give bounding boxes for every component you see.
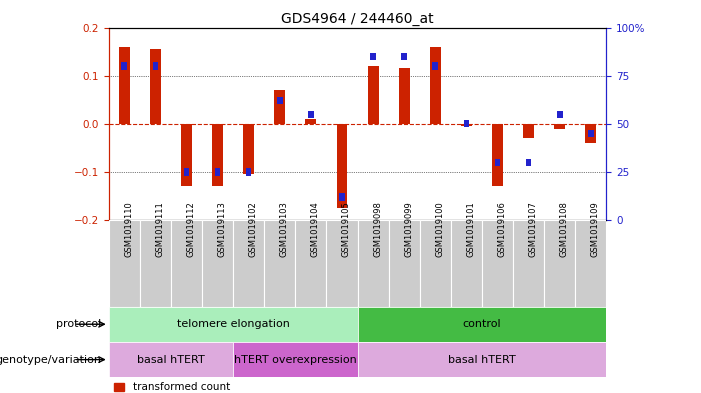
- Text: GSM1019102: GSM1019102: [249, 201, 258, 257]
- Bar: [554, 124, 565, 129]
- Bar: [139, 220, 171, 307]
- Bar: [184, 168, 189, 176]
- Bar: [264, 220, 295, 307]
- Text: GSM1019110: GSM1019110: [124, 201, 133, 257]
- Bar: [461, 124, 472, 126]
- Bar: [451, 220, 482, 307]
- Bar: [295, 220, 327, 307]
- Bar: [576, 220, 606, 307]
- Bar: [308, 110, 313, 118]
- Legend: transformed count, percentile rank within the sample: transformed count, percentile rank withi…: [114, 382, 308, 393]
- Bar: [336, 124, 348, 208]
- Text: GSM1019098: GSM1019098: [373, 201, 382, 257]
- Bar: [109, 307, 358, 342]
- Bar: [181, 124, 192, 186]
- Bar: [495, 159, 501, 166]
- Text: GSM1019105: GSM1019105: [342, 201, 351, 257]
- Bar: [274, 90, 285, 124]
- Bar: [585, 124, 597, 143]
- Bar: [171, 220, 202, 307]
- Text: GSM1019112: GSM1019112: [186, 201, 196, 257]
- Bar: [513, 220, 544, 307]
- Bar: [121, 62, 127, 70]
- Text: GSM1019104: GSM1019104: [311, 201, 320, 257]
- Bar: [306, 119, 316, 124]
- Text: basal hTERT: basal hTERT: [137, 354, 205, 365]
- Bar: [367, 66, 379, 124]
- Bar: [118, 47, 130, 124]
- Bar: [544, 220, 576, 307]
- Text: GSM1019109: GSM1019109: [591, 201, 600, 257]
- Text: basal hTERT: basal hTERT: [448, 354, 516, 365]
- Text: control: control: [463, 319, 501, 329]
- Bar: [433, 62, 438, 70]
- Bar: [430, 47, 441, 124]
- Text: GSM1019111: GSM1019111: [156, 201, 164, 257]
- Text: GSM1019113: GSM1019113: [217, 201, 226, 257]
- Bar: [557, 110, 562, 118]
- Bar: [523, 124, 534, 138]
- Text: GSM1019100: GSM1019100: [435, 201, 444, 257]
- Text: GSM1019107: GSM1019107: [529, 201, 538, 257]
- Text: telomere elongation: telomere elongation: [177, 319, 290, 329]
- Bar: [109, 342, 233, 377]
- Bar: [153, 62, 158, 70]
- Bar: [233, 342, 358, 377]
- Text: GSM1019108: GSM1019108: [559, 201, 569, 257]
- Bar: [215, 168, 220, 176]
- Text: GSM1019101: GSM1019101: [466, 201, 475, 257]
- Bar: [202, 220, 233, 307]
- Bar: [150, 49, 161, 124]
- Bar: [588, 130, 594, 137]
- Text: genotype/variation: genotype/variation: [0, 354, 102, 365]
- Bar: [339, 193, 345, 200]
- Bar: [402, 53, 407, 60]
- Text: GSM1019099: GSM1019099: [404, 201, 413, 257]
- Bar: [243, 124, 254, 174]
- Title: GDS4964 / 244460_at: GDS4964 / 244460_at: [281, 13, 434, 26]
- Bar: [233, 220, 264, 307]
- Bar: [388, 220, 420, 307]
- Bar: [399, 68, 409, 124]
- Bar: [463, 120, 469, 127]
- Text: hTERT overexpression: hTERT overexpression: [234, 354, 357, 365]
- Bar: [109, 220, 139, 307]
- Text: GSM1019103: GSM1019103: [280, 201, 289, 257]
- Bar: [526, 159, 531, 166]
- Bar: [358, 220, 388, 307]
- Bar: [212, 124, 223, 186]
- Bar: [358, 342, 606, 377]
- Bar: [358, 307, 606, 342]
- Text: GSM1019106: GSM1019106: [498, 201, 507, 257]
- Bar: [420, 220, 451, 307]
- Bar: [482, 220, 513, 307]
- Bar: [277, 97, 283, 104]
- Text: protocol: protocol: [56, 319, 102, 329]
- Bar: [370, 53, 376, 60]
- Bar: [492, 124, 503, 186]
- Bar: [246, 168, 252, 176]
- Bar: [327, 220, 358, 307]
